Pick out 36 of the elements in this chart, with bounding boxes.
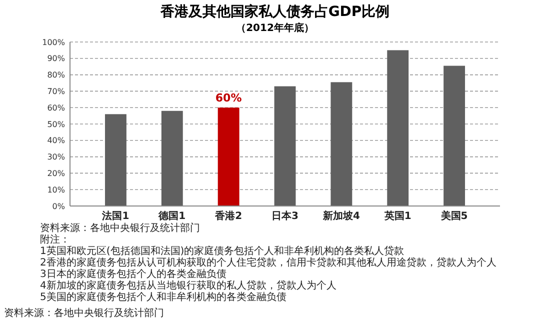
y-tick-label: 40% (47, 136, 66, 146)
text: 3日本的家庭债务包括个人的各类金融负债 (40, 268, 226, 280)
y-tick-label: 60% (47, 103, 66, 112)
y-tick-label: 10% (47, 185, 66, 194)
y-tick-label: 0% (52, 202, 66, 211)
text: 资料来源：各地中央银行及统计部门 (40, 222, 200, 234)
y-tick-label: 80% (47, 70, 66, 80)
bar (274, 86, 296, 206)
chart-subtitle: （2012年年底） (236, 22, 314, 34)
text: 资料来源：各地中央银行及统计部门 (4, 307, 164, 319)
text: 4新加坡的家庭债务包括从当地银行获取的私人贷款，贷款人为个人 (40, 280, 336, 292)
y-tick-label: 90% (47, 54, 66, 64)
x-tick-label: 香港2 (214, 210, 242, 222)
y-tick-label: 30% (47, 152, 66, 162)
x-tick-label: 英国1 (383, 210, 412, 222)
text: 5美国的家庭债务包括个人和非牟利机构的各类金融负债 (40, 291, 286, 303)
y-tick-label: 70% (47, 87, 66, 96)
text: 附注： (40, 234, 70, 246)
bar (444, 66, 466, 206)
bar (330, 82, 352, 206)
x-tick-label: 法国1 (101, 210, 130, 222)
bar (104, 114, 126, 206)
bar (161, 110, 183, 206)
chart-title: 香港及其他国家私人债务占GDP比例 (159, 3, 390, 20)
bar (387, 50, 409, 206)
x-tick-label: 美国5 (440, 210, 468, 222)
x-tick-label: 新加坡4 (322, 210, 360, 222)
y-tick-label: 100% (42, 38, 66, 47)
text: 2香港的家庭债务包括从认可机构获取的个人住宅贷款，信用卡贷款和其他私人用途贷款，贷款人为个人 (40, 256, 496, 268)
x-tick-label: 德国1 (158, 210, 186, 222)
bar (218, 108, 240, 206)
x-tick-label: 日本3 (272, 210, 299, 222)
data-label: 60% (215, 92, 242, 105)
y-tick-label: 20% (47, 169, 66, 178)
text: 1英国和欧元区(包括德国和法国)的家庭债务包括个人和非牟利机构的各类私人贷款 (40, 245, 404, 257)
y-tick-label: 50% (47, 120, 66, 129)
